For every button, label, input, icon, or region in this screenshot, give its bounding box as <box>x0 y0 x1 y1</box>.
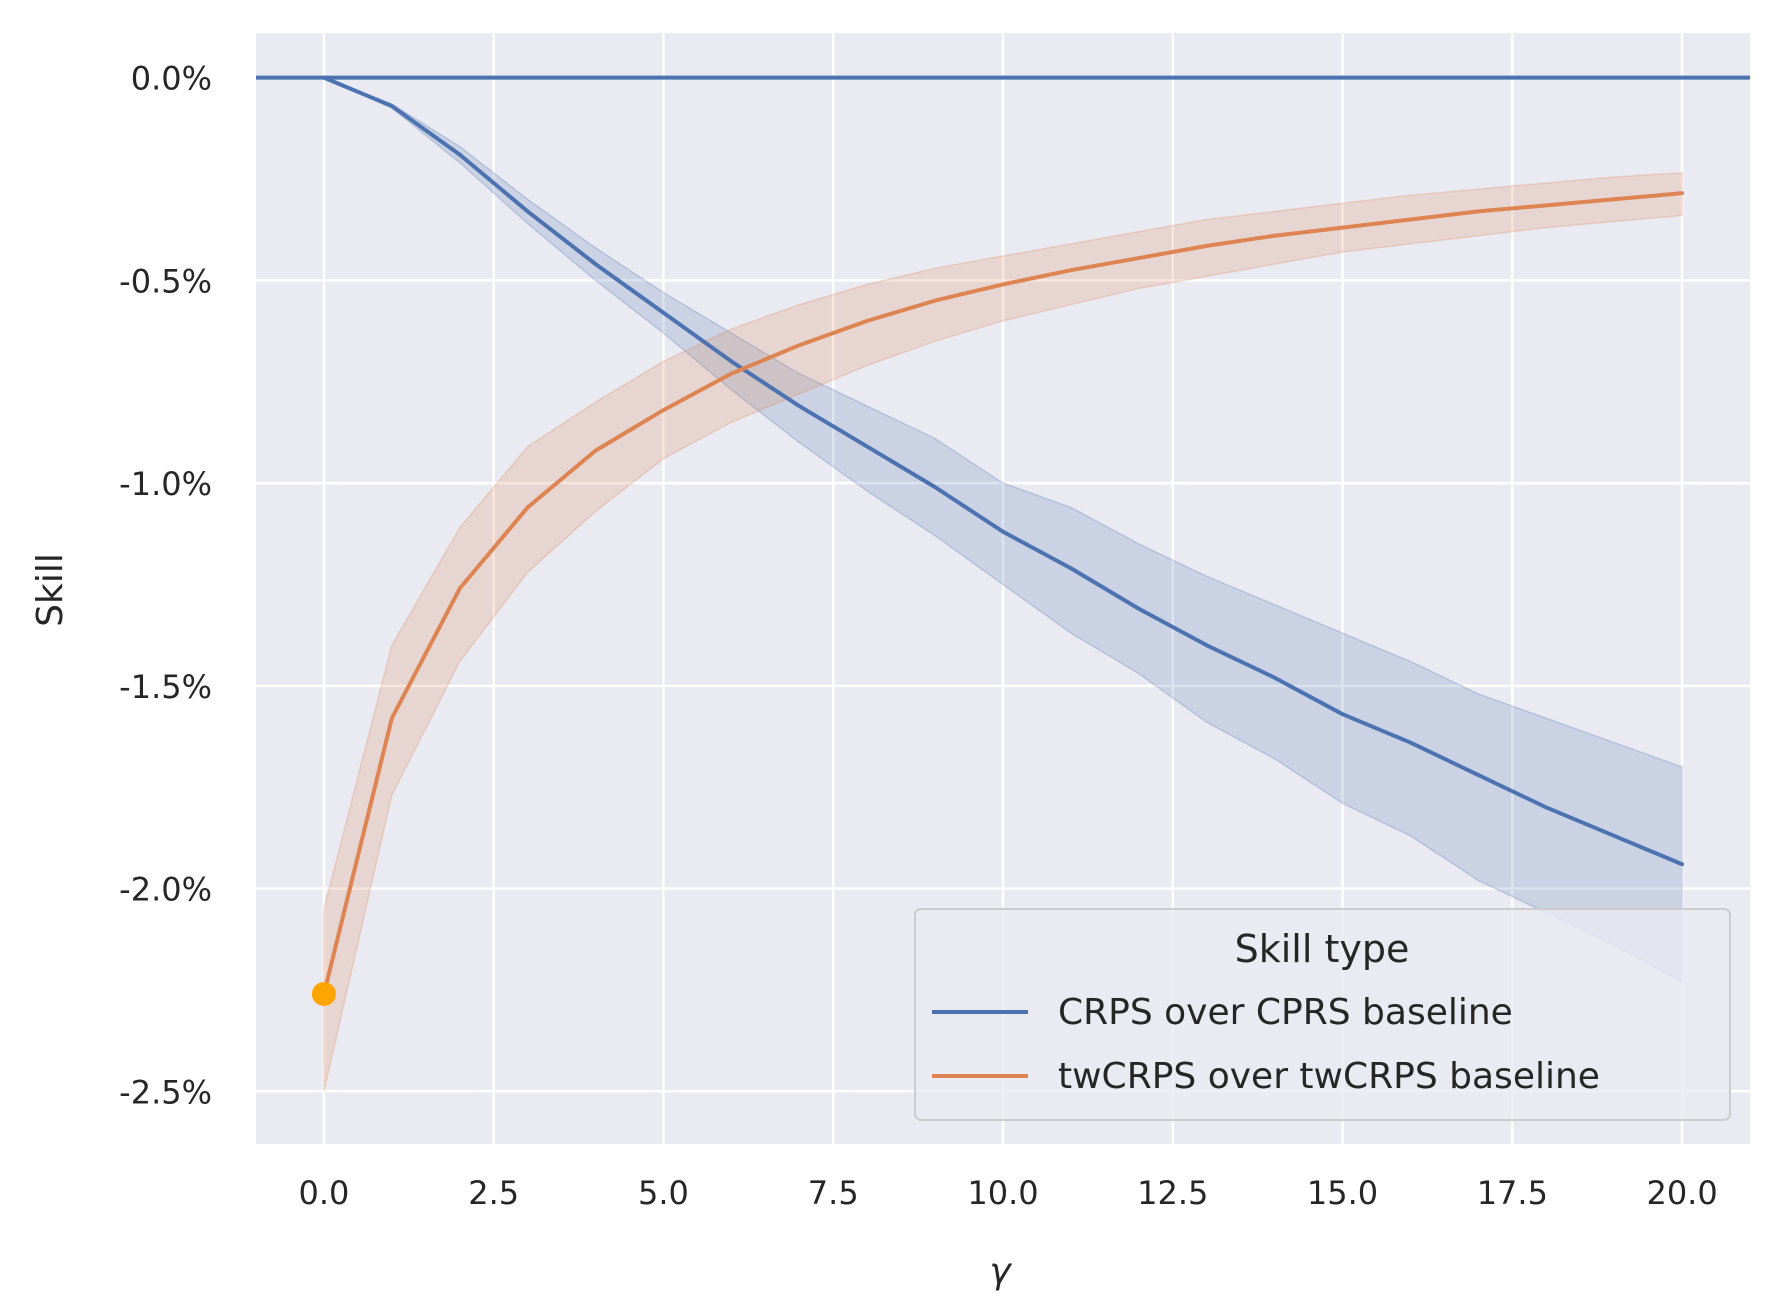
x-tick-label: 2.5 <box>468 1174 519 1212</box>
legend-entries: CRPS over CPRS baseline twCRPS over twCRP… <box>932 992 1600 1097</box>
legend: Skill type CRPS over CPRS baseline twCRPS… <box>914 908 1731 1121</box>
y-axis-label: Skill <box>30 553 71 627</box>
x-tick-labels: 0.0 2.5 5.0 7.5 10.0 12.5 15.0 17.5 20.0 <box>298 1174 1717 1212</box>
y-tick-label: -0.5% <box>119 262 212 300</box>
y-tick-label: 0.0% <box>131 60 212 98</box>
x-tick-label: 15.0 <box>1307 1174 1378 1212</box>
x-tick-label: 10.0 <box>967 1174 1038 1212</box>
line-series-1 <box>321 191 1685 996</box>
x-tick-label: 20.0 <box>1646 1174 1717 1212</box>
x-axis-label: γ <box>989 1251 1012 1292</box>
y-tick-label: -2.0% <box>119 871 212 909</box>
x-tick-label: 17.5 <box>1477 1174 1548 1212</box>
markers <box>311 981 336 1006</box>
legend-title: Skill type <box>1235 927 1410 971</box>
y-tick-labels: 0.0% -0.5% -1.0% -1.5% -2.0% -2.5% <box>119 60 212 1112</box>
band-series-1 <box>323 172 1683 1092</box>
legend-label-1: twCRPS over twCRPS baseline <box>1058 1056 1600 1097</box>
x-tick-label: 5.0 <box>638 1174 689 1212</box>
x-tick-label: 7.5 <box>808 1174 859 1212</box>
series-lines <box>256 75 1750 996</box>
y-tick-label: -1.5% <box>119 668 212 706</box>
x-tick-label: 12.5 <box>1137 1174 1208 1212</box>
line-series-0 <box>321 75 1685 867</box>
legend-label-0: CRPS over CPRS baseline <box>1058 992 1513 1033</box>
y-tick-label: -1.0% <box>119 465 212 503</box>
x-tick-label: 0.0 <box>298 1174 349 1212</box>
legend-box <box>914 908 1731 1121</box>
highlight-point <box>311 981 336 1006</box>
y-tick-label: -2.5% <box>119 1073 212 1111</box>
